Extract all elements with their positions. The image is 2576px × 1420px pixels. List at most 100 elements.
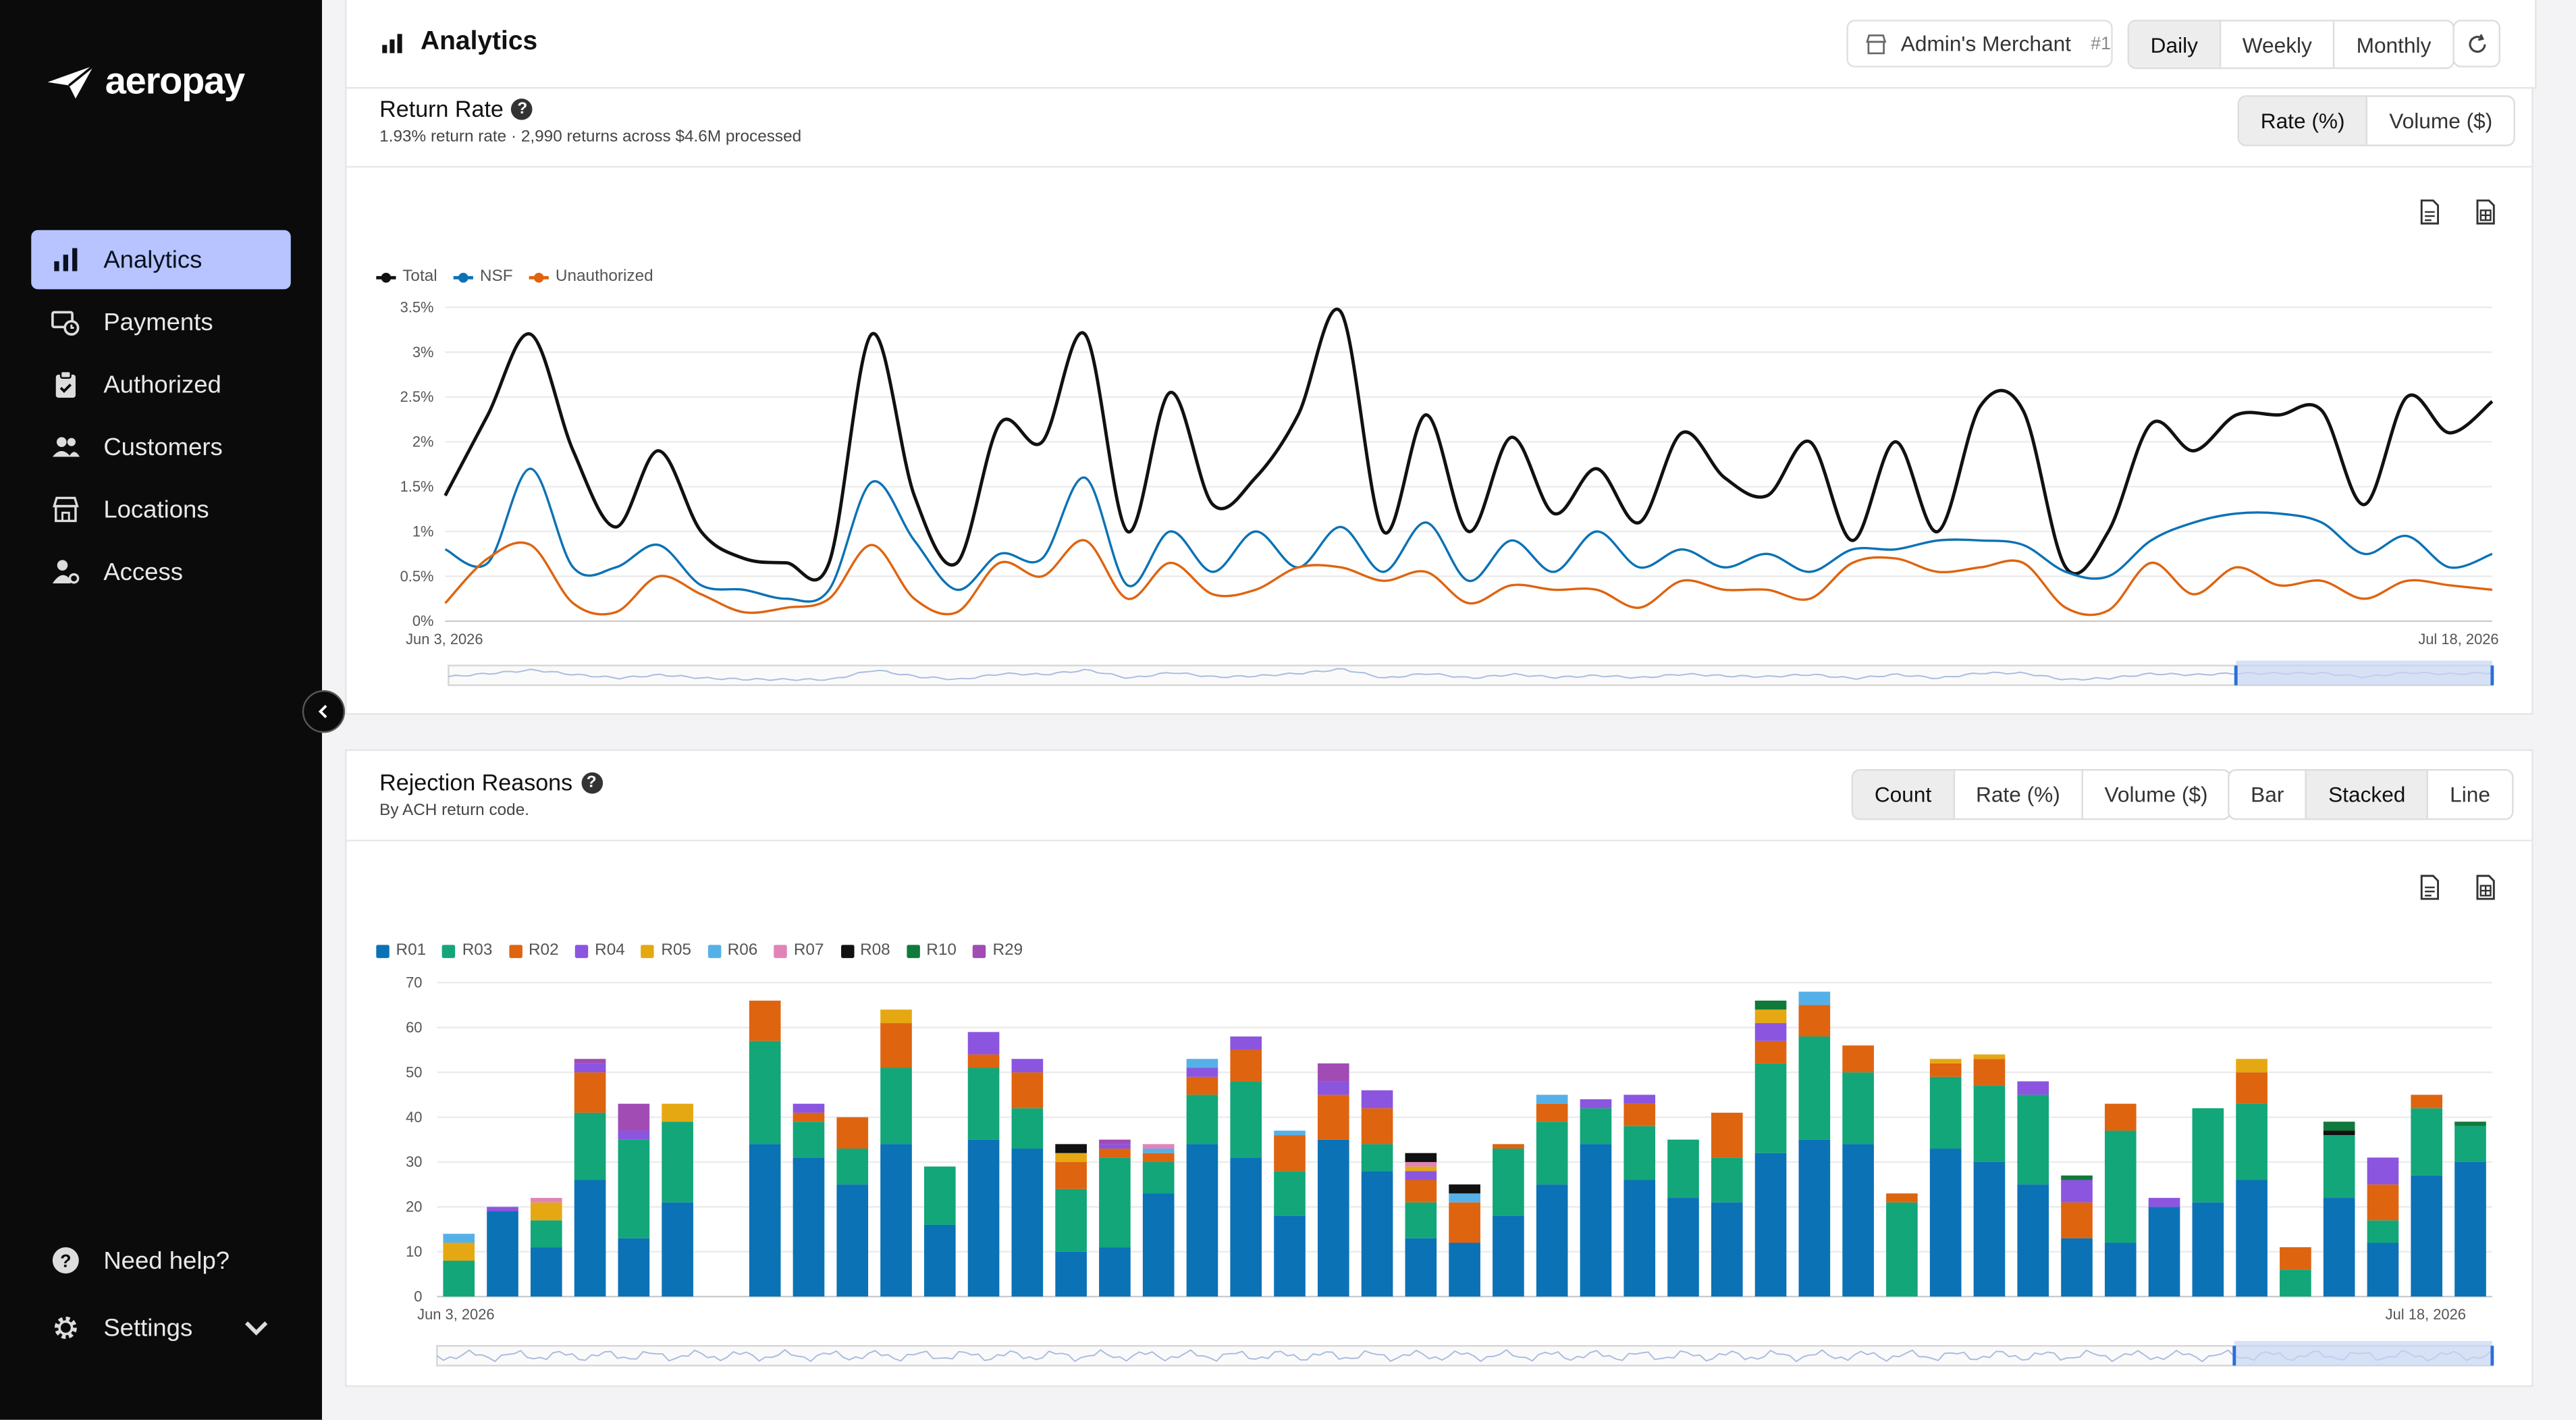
bar-segment-r01 xyxy=(2236,1180,2268,1297)
x-tick-label: Jun 3, 2026 xyxy=(406,631,483,648)
export-csv-icon[interactable] xyxy=(2473,199,2499,225)
bar-segment-r02 xyxy=(1842,1045,1874,1073)
tab-line[interactable]: Line xyxy=(2427,770,2512,818)
chevron-left-icon xyxy=(318,704,327,718)
need-help-link[interactable]: ? Need help? xyxy=(31,1229,291,1291)
export-pdf-icon[interactable] xyxy=(2417,874,2443,901)
tab-rate[interactable]: Rate (%) xyxy=(1952,770,2082,818)
bar-segment-r02 xyxy=(1711,1112,1743,1158)
sidebar-item-access[interactable]: Access xyxy=(31,542,291,602)
sidebar-item-customers[interactable]: Customers xyxy=(31,417,291,477)
bar-segment-r01 xyxy=(2192,1202,2224,1297)
legend-r29[interactable]: R29 xyxy=(973,941,1023,959)
legend-r04[interactable]: R04 xyxy=(574,941,625,959)
bar-segment-r03 xyxy=(967,1068,1000,1140)
collapse-sidebar-button[interactable] xyxy=(302,690,346,733)
bar-segment-r01 xyxy=(1667,1198,1699,1297)
bar-segment-r05 xyxy=(1754,1009,1787,1024)
sidebar-item-payments[interactable]: Payments xyxy=(31,292,291,352)
legend-r08[interactable]: R08 xyxy=(840,941,890,959)
legend-r05[interactable]: R05 xyxy=(641,941,691,959)
y-tick-label: 10 xyxy=(406,1243,422,1260)
bar-segment-r03 xyxy=(443,1261,475,1297)
tab-daily[interactable]: Daily xyxy=(2129,21,2220,68)
export-csv-icon[interactable] xyxy=(2473,874,2499,901)
settings-menu[interactable]: Settings xyxy=(31,1296,291,1359)
legend-r02[interactable]: R02 xyxy=(508,941,559,959)
bar-segment-r06 xyxy=(1142,1149,1175,1153)
sidebar-item-locations[interactable]: Locations xyxy=(31,480,291,540)
sidebar-item-label: Access xyxy=(103,558,184,586)
bar-segment-r01 xyxy=(1536,1184,1568,1297)
legend-total[interactable]: Total xyxy=(376,268,437,286)
merchant-selector[interactable]: Admin's Merchant #1 xyxy=(1846,20,2113,68)
legend-nsf[interactable]: NSF xyxy=(453,268,513,286)
range-slider-track xyxy=(448,664,2494,687)
y-tick-label: 2% xyxy=(412,433,434,450)
series-line-nsf xyxy=(444,467,2493,603)
bar-segment-r02 xyxy=(1361,1108,1393,1145)
range-slider-window xyxy=(2234,1340,2492,1366)
bar-segment-r02 xyxy=(2236,1072,2268,1104)
return-rate-header xyxy=(346,88,2532,168)
rejection-reasons-title-text: Rejection Reasons xyxy=(379,768,573,795)
help-icon[interactable]: ? xyxy=(512,97,533,120)
bar-segment-r01 xyxy=(2104,1242,2137,1297)
tab-volume[interactable]: Volume ($) xyxy=(2081,770,2229,818)
bar-segment-r29 xyxy=(1317,1063,1349,1082)
tab-volume[interactable]: Volume ($) xyxy=(2366,97,2514,145)
bar-segment-r01 xyxy=(1186,1144,1218,1297)
store-icon xyxy=(1866,33,1887,54)
legend-r01[interactable]: R01 xyxy=(376,941,426,959)
bar-segment-r03 xyxy=(1055,1188,1087,1252)
bar-segment-r07 xyxy=(1142,1144,1175,1149)
bar-segment-r02 xyxy=(574,1072,606,1113)
rejection-metric-toggle: Count Rate (%) Volume ($) xyxy=(1851,768,2231,820)
building-icon xyxy=(53,496,79,523)
y-tick-label: 0.5% xyxy=(400,568,434,585)
bar-segment-r02 xyxy=(1055,1161,1087,1189)
bar-segment-r03 xyxy=(1274,1171,1306,1216)
tab-rate[interactable]: Rate (%) xyxy=(2239,97,2367,145)
export-pdf-icon[interactable] xyxy=(2417,199,2443,225)
user-key-icon xyxy=(52,560,80,584)
sidebar-item-label: Customers xyxy=(103,433,223,461)
bar-segment-r01 xyxy=(793,1157,825,1297)
tab-stacked[interactable]: Stacked xyxy=(2305,770,2427,818)
bar-segment-r08 xyxy=(1405,1153,1437,1162)
bar-segment-r05 xyxy=(1929,1059,1962,1063)
tab-weekly[interactable]: Weekly xyxy=(2219,21,2334,68)
legend-unauthorized[interactable]: Unauthorized xyxy=(529,268,653,286)
bar-segment-r04 xyxy=(1361,1090,1393,1109)
legend-r03[interactable]: R03 xyxy=(442,941,492,959)
legend-swatch xyxy=(574,944,589,957)
sidebar: aeropay Analytics Payments Authorized Cu… xyxy=(0,0,322,1420)
tab-monthly[interactable]: Monthly xyxy=(2333,21,2453,68)
bar-segment-r01 xyxy=(1011,1149,1044,1297)
legend-r06[interactable]: R06 xyxy=(707,941,757,959)
help-icon[interactable]: ? xyxy=(581,771,602,793)
tab-count[interactable]: Count xyxy=(1853,770,1953,818)
bar-segment-r05 xyxy=(2236,1059,2268,1073)
legend-r10[interactable]: R10 xyxy=(907,941,957,959)
bar-segment-r01 xyxy=(923,1224,956,1297)
bar-segment-r05 xyxy=(1405,1166,1437,1172)
brand-logo[interactable]: aeropay xyxy=(46,59,245,104)
refresh-button[interactable] xyxy=(2452,20,2501,68)
rejection-legend: R01 R03 R02 R04 R05 R06 R07 R08 R10 R29 xyxy=(376,941,1023,959)
bar-segment-r06 xyxy=(443,1234,475,1243)
bar-segment-r01 xyxy=(1624,1180,1656,1297)
sidebar-item-authorized[interactable]: Authorized xyxy=(31,355,291,415)
legend-swatch xyxy=(840,944,854,957)
bar-segment-r03 xyxy=(2323,1135,2355,1199)
legend-swatch xyxy=(453,270,474,283)
range-slider-preview xyxy=(436,1348,2493,1363)
bar-segment-r03 xyxy=(2367,1220,2399,1243)
legend-r07[interactable]: R07 xyxy=(774,941,824,959)
tab-bar[interactable]: Bar xyxy=(2251,782,2284,807)
rejection-reasons-title: Rejection Reasons ? xyxy=(379,769,602,795)
bar-segment-r03 xyxy=(1754,1063,1787,1153)
sidebar-item-analytics[interactable]: Analytics xyxy=(31,230,291,290)
bar-segment-r02 xyxy=(836,1117,869,1149)
bar-segment-r03 xyxy=(618,1139,650,1238)
